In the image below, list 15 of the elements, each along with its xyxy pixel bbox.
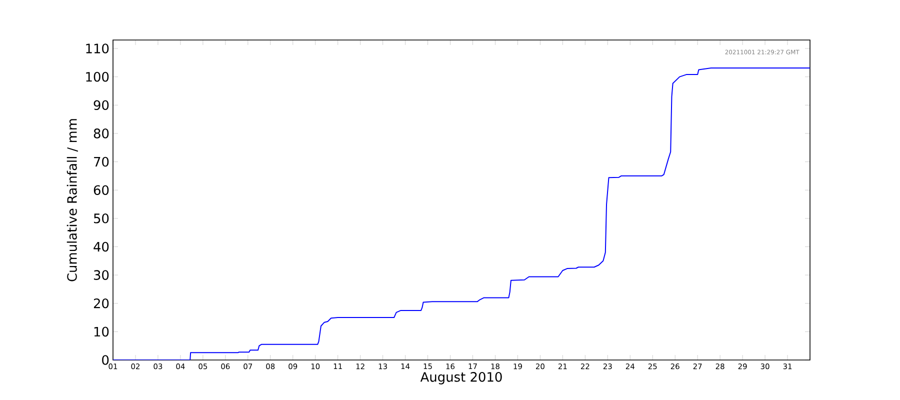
- y-tick-label: 50: [94, 214, 109, 224]
- y-tick-label: 40: [94, 242, 109, 252]
- y-tick-label: 110: [86, 44, 109, 54]
- y-axis-title: Cumulative Rainfall / mm: [66, 119, 78, 282]
- y-tick-label: 0: [102, 355, 109, 365]
- y-tick-label: 20: [94, 298, 109, 308]
- y-tick-label: 90: [94, 100, 109, 110]
- y-tick-label: 80: [94, 128, 109, 138]
- line-series: [113, 68, 810, 360]
- y-tick-label: 10: [94, 326, 109, 337]
- y-tick-label: 70: [94, 156, 109, 167]
- y-tick-label: 60: [94, 185, 109, 195]
- y-tick-label: 30: [94, 270, 109, 280]
- x-axis-title: August 2010: [420, 372, 502, 384]
- y-tick-label: 100: [86, 72, 109, 82]
